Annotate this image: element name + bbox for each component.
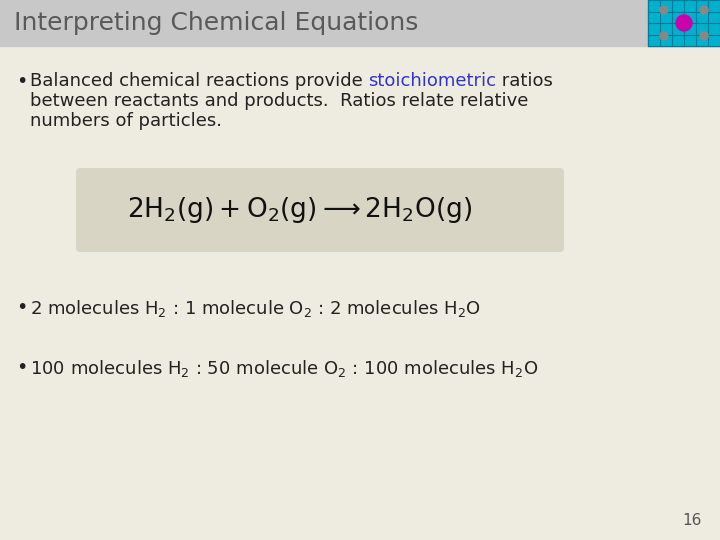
Text: between reactants and products.  Ratios relate relative: between reactants and products. Ratios r… [30,92,528,110]
Circle shape [700,32,708,40]
Text: •: • [16,358,27,377]
Circle shape [660,32,668,40]
Text: •: • [16,72,27,91]
Text: stoichiometric: stoichiometric [369,72,497,90]
Text: •: • [16,298,27,317]
Bar [648,0,720,46]
Circle shape [700,6,708,14]
Text: 16: 16 [683,513,702,528]
Text: $\mathrm{2H_2(g) + O_2(g) \longrightarrow 2H_2O(g)}$: $\mathrm{2H_2(g) + O_2(g) \longrightarro… [127,195,472,225]
Text: Balanced chemical reactions provide: Balanced chemical reactions provide [30,72,369,90]
Text: Interpreting Chemical Equations: Interpreting Chemical Equations [14,11,418,35]
Text: 100 molecules H$_2$ : 50 molecule O$_2$ : 100 molecules H$_2$O: 100 molecules H$_2$ : 50 molecule O$_2$ … [30,358,538,379]
Text: numbers of particles.: numbers of particles. [30,112,222,130]
Text: ratios: ratios [497,72,554,90]
Text: 2 molecules H$_2$ : 1 molecule O$_2$ : 2 molecules H$_2$O: 2 molecules H$_2$ : 1 molecule O$_2$ : 2… [30,298,481,319]
Circle shape [676,15,692,31]
Bar [0,0,720,46]
Circle shape [660,6,668,14]
FancyBboxPatch shape [76,168,564,252]
